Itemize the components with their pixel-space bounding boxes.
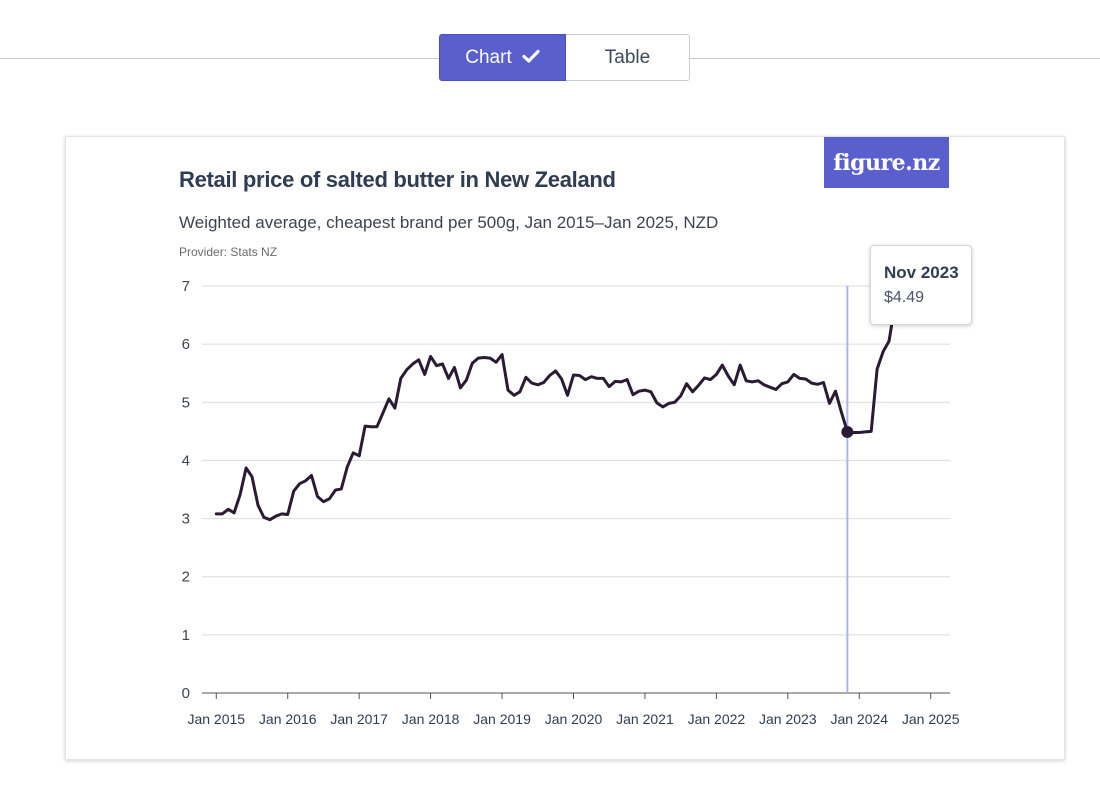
- tooltip-date: Nov 2023: [884, 263, 959, 282]
- hover-tooltip: Nov 2023 $4.49: [870, 245, 972, 325]
- y-tick-label: 0: [182, 685, 190, 702]
- chart-card: figure.nz Retail price of salted butter …: [65, 136, 1065, 760]
- x-tick-label: Jan 2018: [402, 711, 460, 727]
- table-view-button[interactable]: Table: [566, 34, 690, 81]
- x-tick-label: Jan 2015: [187, 711, 245, 727]
- x-tick-label: Jan 2021: [616, 711, 674, 727]
- x-tick-label: Jan 2022: [688, 711, 746, 727]
- chart-view-label: Chart: [465, 46, 512, 68]
- y-tick-label: 1: [182, 627, 190, 644]
- tooltip-value: $4.49: [884, 289, 925, 306]
- y-tick-label: 5: [182, 394, 190, 411]
- x-tick-label: Jan 2024: [830, 711, 888, 727]
- x-tick-label: Jan 2019: [473, 711, 531, 727]
- x-tick-label: Jan 2017: [330, 711, 388, 727]
- y-tick-label: 6: [182, 336, 190, 353]
- x-tick-label: Jan 2020: [545, 711, 603, 727]
- x-tick-label: Jan 2016: [259, 711, 317, 727]
- y-tick-label: 4: [182, 452, 190, 469]
- highlight-point: [841, 425, 854, 438]
- x-tick-label: Jan 2025: [902, 711, 960, 727]
- chart-subtitle: Weighted average, cheapest brand per 500…: [179, 213, 719, 232]
- figure-nz-logo[interactable]: figure.nz: [824, 137, 949, 188]
- view-toggle: Chart Table: [439, 34, 690, 81]
- chart-title: Retail price of salted butter in New Zea…: [179, 167, 616, 192]
- chart-view-button[interactable]: Chart: [439, 34, 566, 81]
- y-tick-label: 7: [182, 278, 190, 295]
- line-chart[interactable]: 0 1 2 3 4 5 6 7 Jan 2015 Jan 2016 Jan 2017 Jan 2018…: [66, 137, 1064, 759]
- x-tick-label: Jan 2023: [759, 711, 817, 727]
- checkmark-icon: [522, 47, 540, 69]
- y-tick-label: 3: [182, 511, 190, 528]
- series-line-0: [214, 284, 903, 522]
- table-view-label: Table: [604, 46, 651, 68]
- y-tick-label: 2: [182, 569, 190, 586]
- chart-provider: Provider: Stats NZ: [179, 245, 278, 259]
